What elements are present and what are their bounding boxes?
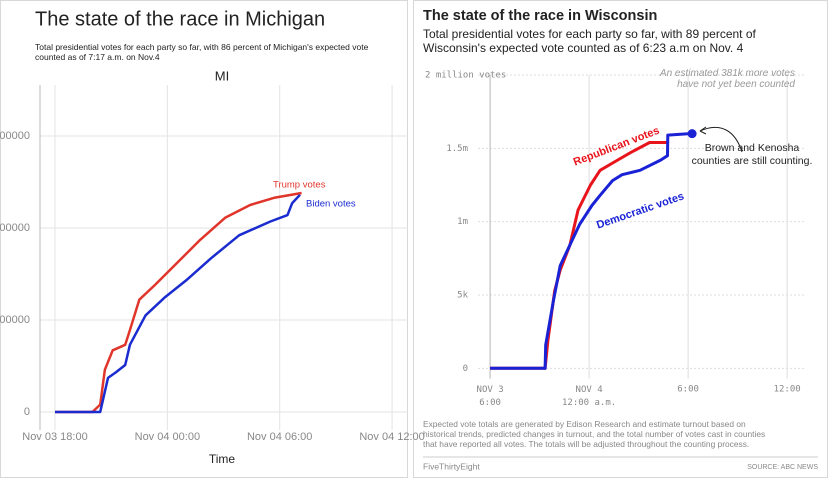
arrow-head [699,126,707,135]
right-panel [413,0,828,478]
x-tick-label: NOV 4 12:00 a.m. [562,385,616,408]
series-line [55,193,301,414]
y-tick-label: 1.5m [446,144,468,154]
annotation-arrow [699,126,743,153]
y-tick-label: 0 [24,406,30,418]
left-panel [0,0,408,478]
end-marker [687,129,697,139]
annotation: Brown and Kenosha counties are still coun… [692,142,813,167]
chart-title: The state of the race in Wisconsin [423,8,657,24]
credit: FiveThirtyEight [423,461,480,471]
chart-subtitle: Total presidential votes for each party … [423,27,757,55]
y-tick-label: 3000000 [0,130,30,142]
series-label: Trump votes [273,180,326,191]
series-line [490,132,689,370]
x-tick-label: Nov 04 12:00 [359,431,424,443]
plot-title: MI [215,68,229,83]
series-label: Biden votes [306,199,356,210]
x-tick-label: 12:00 [774,385,801,395]
x-tick-label: NOV 3 6:00 [477,385,504,408]
y-tick-label: 0 [463,364,468,374]
chart-title: The state of the race in Michigan [35,8,325,30]
footnote: Expected vote totals are generated by Ed… [423,419,765,449]
source: SOURCE: ABC NEWS [747,464,818,471]
y-tick-label: 1000000 [0,314,30,326]
x-tick-label: 6:00 [677,385,699,395]
y-tick-label: 2 million votes [425,71,506,81]
series-line [55,191,302,414]
chart-subtitle: Total presidential votes for each party … [35,42,369,62]
y-tick-label: 5k [457,291,468,301]
x-tick-label: Nov 04 00:00 [135,431,200,443]
x-axis-label: Time [209,452,236,466]
y-tick-label: 1m [457,217,468,227]
x-tick-label: Nov 03 18:00 [22,431,87,443]
x-tick-label: Nov 04 06:00 [247,431,312,443]
y-tick-label: 2000000 [0,222,30,234]
annotation: An estimated 381k more votes have not yet… [659,68,796,90]
